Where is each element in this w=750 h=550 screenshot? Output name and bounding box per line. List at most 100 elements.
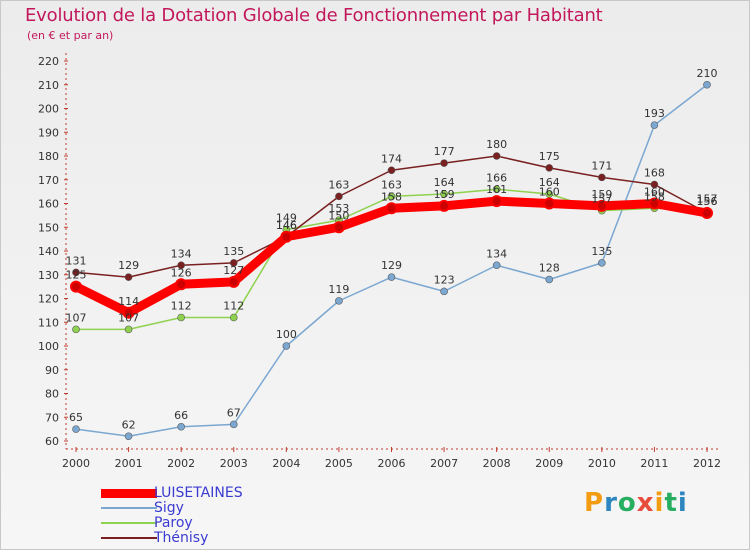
data-label: 156 xyxy=(697,195,718,208)
data-point-sigy xyxy=(545,275,554,284)
data-point-paroy xyxy=(492,185,501,194)
chart-title: Evolution de la Dotation Globale de Fonc… xyxy=(25,5,603,26)
legend-label: Paroy xyxy=(154,515,193,531)
data-label: 149 xyxy=(276,212,297,225)
data-point-paroy xyxy=(72,325,80,334)
data-label: 150 xyxy=(328,209,349,222)
data-label: 67 xyxy=(227,406,241,419)
data-label: 112 xyxy=(223,300,244,313)
y-tick-label: 80 xyxy=(45,388,59,401)
data-label: 127 xyxy=(223,264,244,277)
data-point-sigy xyxy=(703,80,711,89)
data-label: 168 xyxy=(644,167,665,180)
x-tick-label: 2003 xyxy=(220,457,248,470)
data-point-sigy xyxy=(650,121,659,129)
data-point-luisetaines xyxy=(595,199,608,212)
data-point-thenisy xyxy=(598,173,606,182)
data-point-thenisy xyxy=(335,192,343,201)
data-point-luisetaines xyxy=(227,275,240,288)
data-label: 210 xyxy=(697,67,718,80)
data-label: 193 xyxy=(644,107,665,120)
logo-letter: o xyxy=(617,488,637,518)
data-label: 65 xyxy=(69,411,83,424)
x-tick-label: 2008 xyxy=(483,457,511,470)
data-label: 107 xyxy=(66,311,87,324)
data-label: 107 xyxy=(118,311,139,324)
x-tick-label: 2010 xyxy=(588,457,616,470)
data-point-luisetaines xyxy=(70,280,82,293)
x-tick-label: 2006 xyxy=(378,457,406,470)
series-layer xyxy=(70,80,713,441)
y-tick-label: 180 xyxy=(38,150,59,163)
y-tick-label: 210 xyxy=(38,79,59,92)
data-point-luisetaines xyxy=(543,197,556,210)
x-tick-label: 2011 xyxy=(640,457,668,470)
data-label: 159 xyxy=(434,188,455,201)
y-tick-label: 140 xyxy=(38,245,59,258)
data-label: 177 xyxy=(434,145,455,158)
data-label: 100 xyxy=(276,328,297,341)
data-label: 126 xyxy=(171,266,192,279)
data-label: 156 xyxy=(697,195,718,208)
y-tick-label: 60 xyxy=(45,435,59,448)
y-tick-label: 110 xyxy=(38,316,59,329)
legend-swatch xyxy=(101,537,157,539)
x-tick-label: 2009 xyxy=(535,457,563,470)
data-point-thenisy xyxy=(440,159,448,167)
data-label: 153 xyxy=(328,202,349,215)
x-tick-label: 2001 xyxy=(115,457,143,470)
y-tick-label: 220 xyxy=(38,55,59,68)
y-tick-label: 170 xyxy=(38,174,59,187)
data-label: 180 xyxy=(486,138,507,151)
data-point-thenisy xyxy=(545,164,554,172)
data-point-paroy xyxy=(440,190,448,198)
data-label: 157 xyxy=(591,193,612,206)
data-label: 146 xyxy=(276,219,297,232)
data-label: 174 xyxy=(381,152,402,165)
data-label: 129 xyxy=(381,259,402,272)
logo-letter: r xyxy=(604,488,618,518)
data-label: 175 xyxy=(539,150,560,163)
data-label: 62 xyxy=(122,418,136,431)
data-label: 166 xyxy=(486,171,507,184)
y-tick-label: 70 xyxy=(45,411,59,424)
data-point-luisetaines xyxy=(332,221,345,234)
data-point-luisetaines xyxy=(175,278,188,291)
legend-swatch xyxy=(101,489,157,498)
data-label: 146 xyxy=(276,219,297,232)
data-point-sigy xyxy=(440,287,448,296)
data-label: 125 xyxy=(66,269,87,282)
data-point-sigy xyxy=(335,297,343,305)
data-label: 114 xyxy=(118,295,139,308)
x-tick-label: 2007 xyxy=(430,457,458,470)
data-label: 112 xyxy=(171,300,192,313)
logo-letter: i xyxy=(654,488,665,518)
data-label: 164 xyxy=(434,176,455,189)
data-point-thenisy xyxy=(492,152,501,160)
x-tick-label: 2012 xyxy=(693,457,721,470)
x-tick-label: 2000 xyxy=(62,457,90,470)
data-label: 159 xyxy=(591,188,612,201)
data-point-luisetaines xyxy=(490,195,503,208)
data-point-thenisy xyxy=(650,180,659,189)
data-point-thenisy xyxy=(229,259,238,267)
data-point-sigy xyxy=(229,420,238,429)
data-label: 131 xyxy=(66,254,87,267)
data-label: 171 xyxy=(591,159,612,172)
data-point-luisetaines xyxy=(438,199,451,212)
x-tick-label: 2005 xyxy=(325,457,353,470)
y-tick-label: 120 xyxy=(38,293,59,306)
data-label: 158 xyxy=(381,190,402,203)
data-point-sigy xyxy=(177,422,185,431)
data-point-thenisy xyxy=(177,261,185,270)
y-tick-label: 130 xyxy=(38,269,59,282)
x-tick-label: 2004 xyxy=(272,457,300,470)
data-label: 163 xyxy=(381,178,402,191)
data-point-luisetaines xyxy=(648,197,661,210)
legend-label: Sigy xyxy=(154,500,184,516)
y-tick-label: 200 xyxy=(38,103,59,116)
data-label: 135 xyxy=(223,245,244,258)
y-tick-label: 100 xyxy=(38,340,59,353)
logo-letter: x xyxy=(636,488,655,518)
